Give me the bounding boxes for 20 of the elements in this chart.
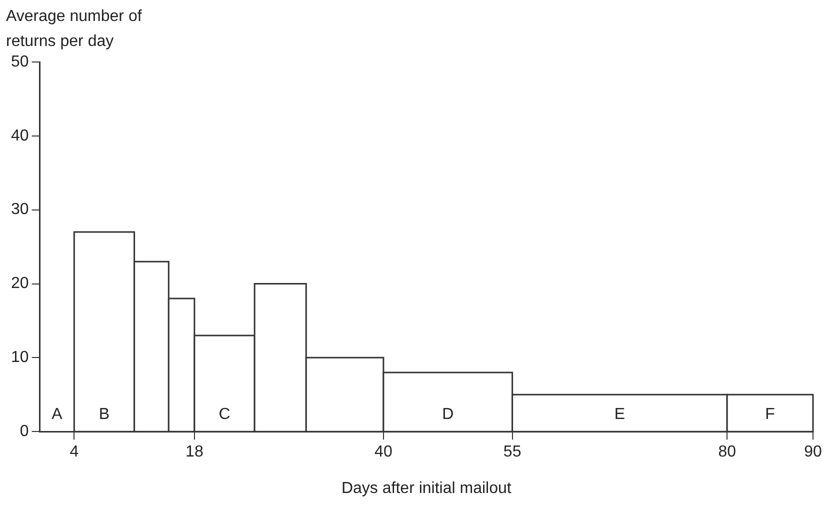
annotation: D (442, 406, 454, 424)
y-tick-label: 40 (11, 127, 29, 144)
y-tick-label: 50 (11, 53, 29, 70)
x-tick-label: 80 (718, 444, 736, 461)
x-tick-label: 55 (503, 444, 522, 461)
x-tick-label: 90 (804, 444, 822, 461)
y-tick-label: 10 (11, 349, 29, 366)
annotation: A (52, 406, 63, 424)
y-tick-label: 0 (20, 423, 29, 440)
x-tick-label: 40 (374, 444, 392, 461)
annotation: E (614, 406, 626, 424)
y-tick-label: 20 (11, 275, 29, 292)
annotation: B (98, 406, 110, 424)
x-axis-title: Days after initial mailout (341, 480, 512, 497)
annotation: C (218, 406, 230, 424)
annotation: F (765, 406, 776, 424)
y-axis-title: Average number of returns per day (6, 7, 143, 52)
x-tick-label: 4 (70, 444, 79, 461)
y-tick-label: 30 (11, 201, 29, 218)
x-tick-label: 18 (186, 444, 204, 461)
